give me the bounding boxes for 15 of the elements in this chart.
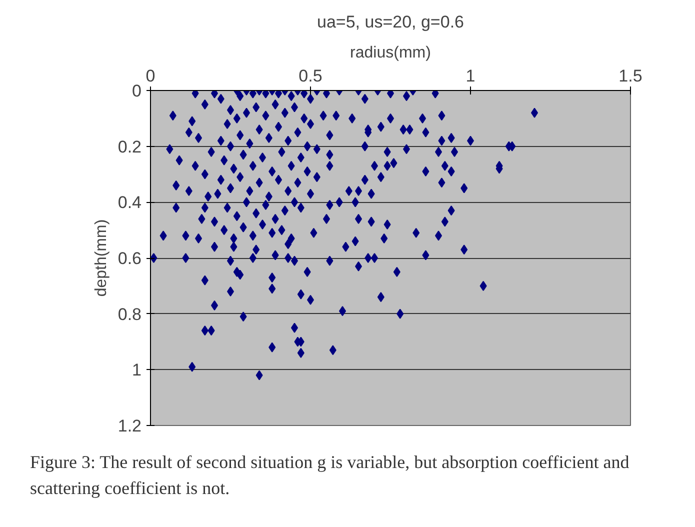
x-axis-title: radius(mm) (350, 44, 431, 62)
x-tick-label: 0.5 (298, 66, 322, 86)
y-tick-label: 0 (132, 82, 142, 100)
x-tick-label: 0 (146, 66, 156, 86)
y-tick-label: 0.8 (118, 304, 142, 324)
y-tick-label: 0.4 (118, 193, 142, 212)
caption: Figure 3: The result of second situation g is variable, but absorption coefficient and scattering coefficient is not. (30, 451, 630, 500)
x-tick-label: 1 (466, 66, 476, 86)
y-axis-title: depth(mm) (92, 219, 110, 297)
chart-title: ua=5, us=20, g=0.6 (317, 12, 464, 32)
y-tick-label: 1.2 (118, 416, 142, 436)
y-tick-label: 0.6 (118, 249, 142, 268)
y-tick-label: 1 (132, 360, 142, 380)
x-tick-label: 1.5 (618, 66, 642, 86)
y-tick-label: 0.2 (118, 137, 142, 156)
